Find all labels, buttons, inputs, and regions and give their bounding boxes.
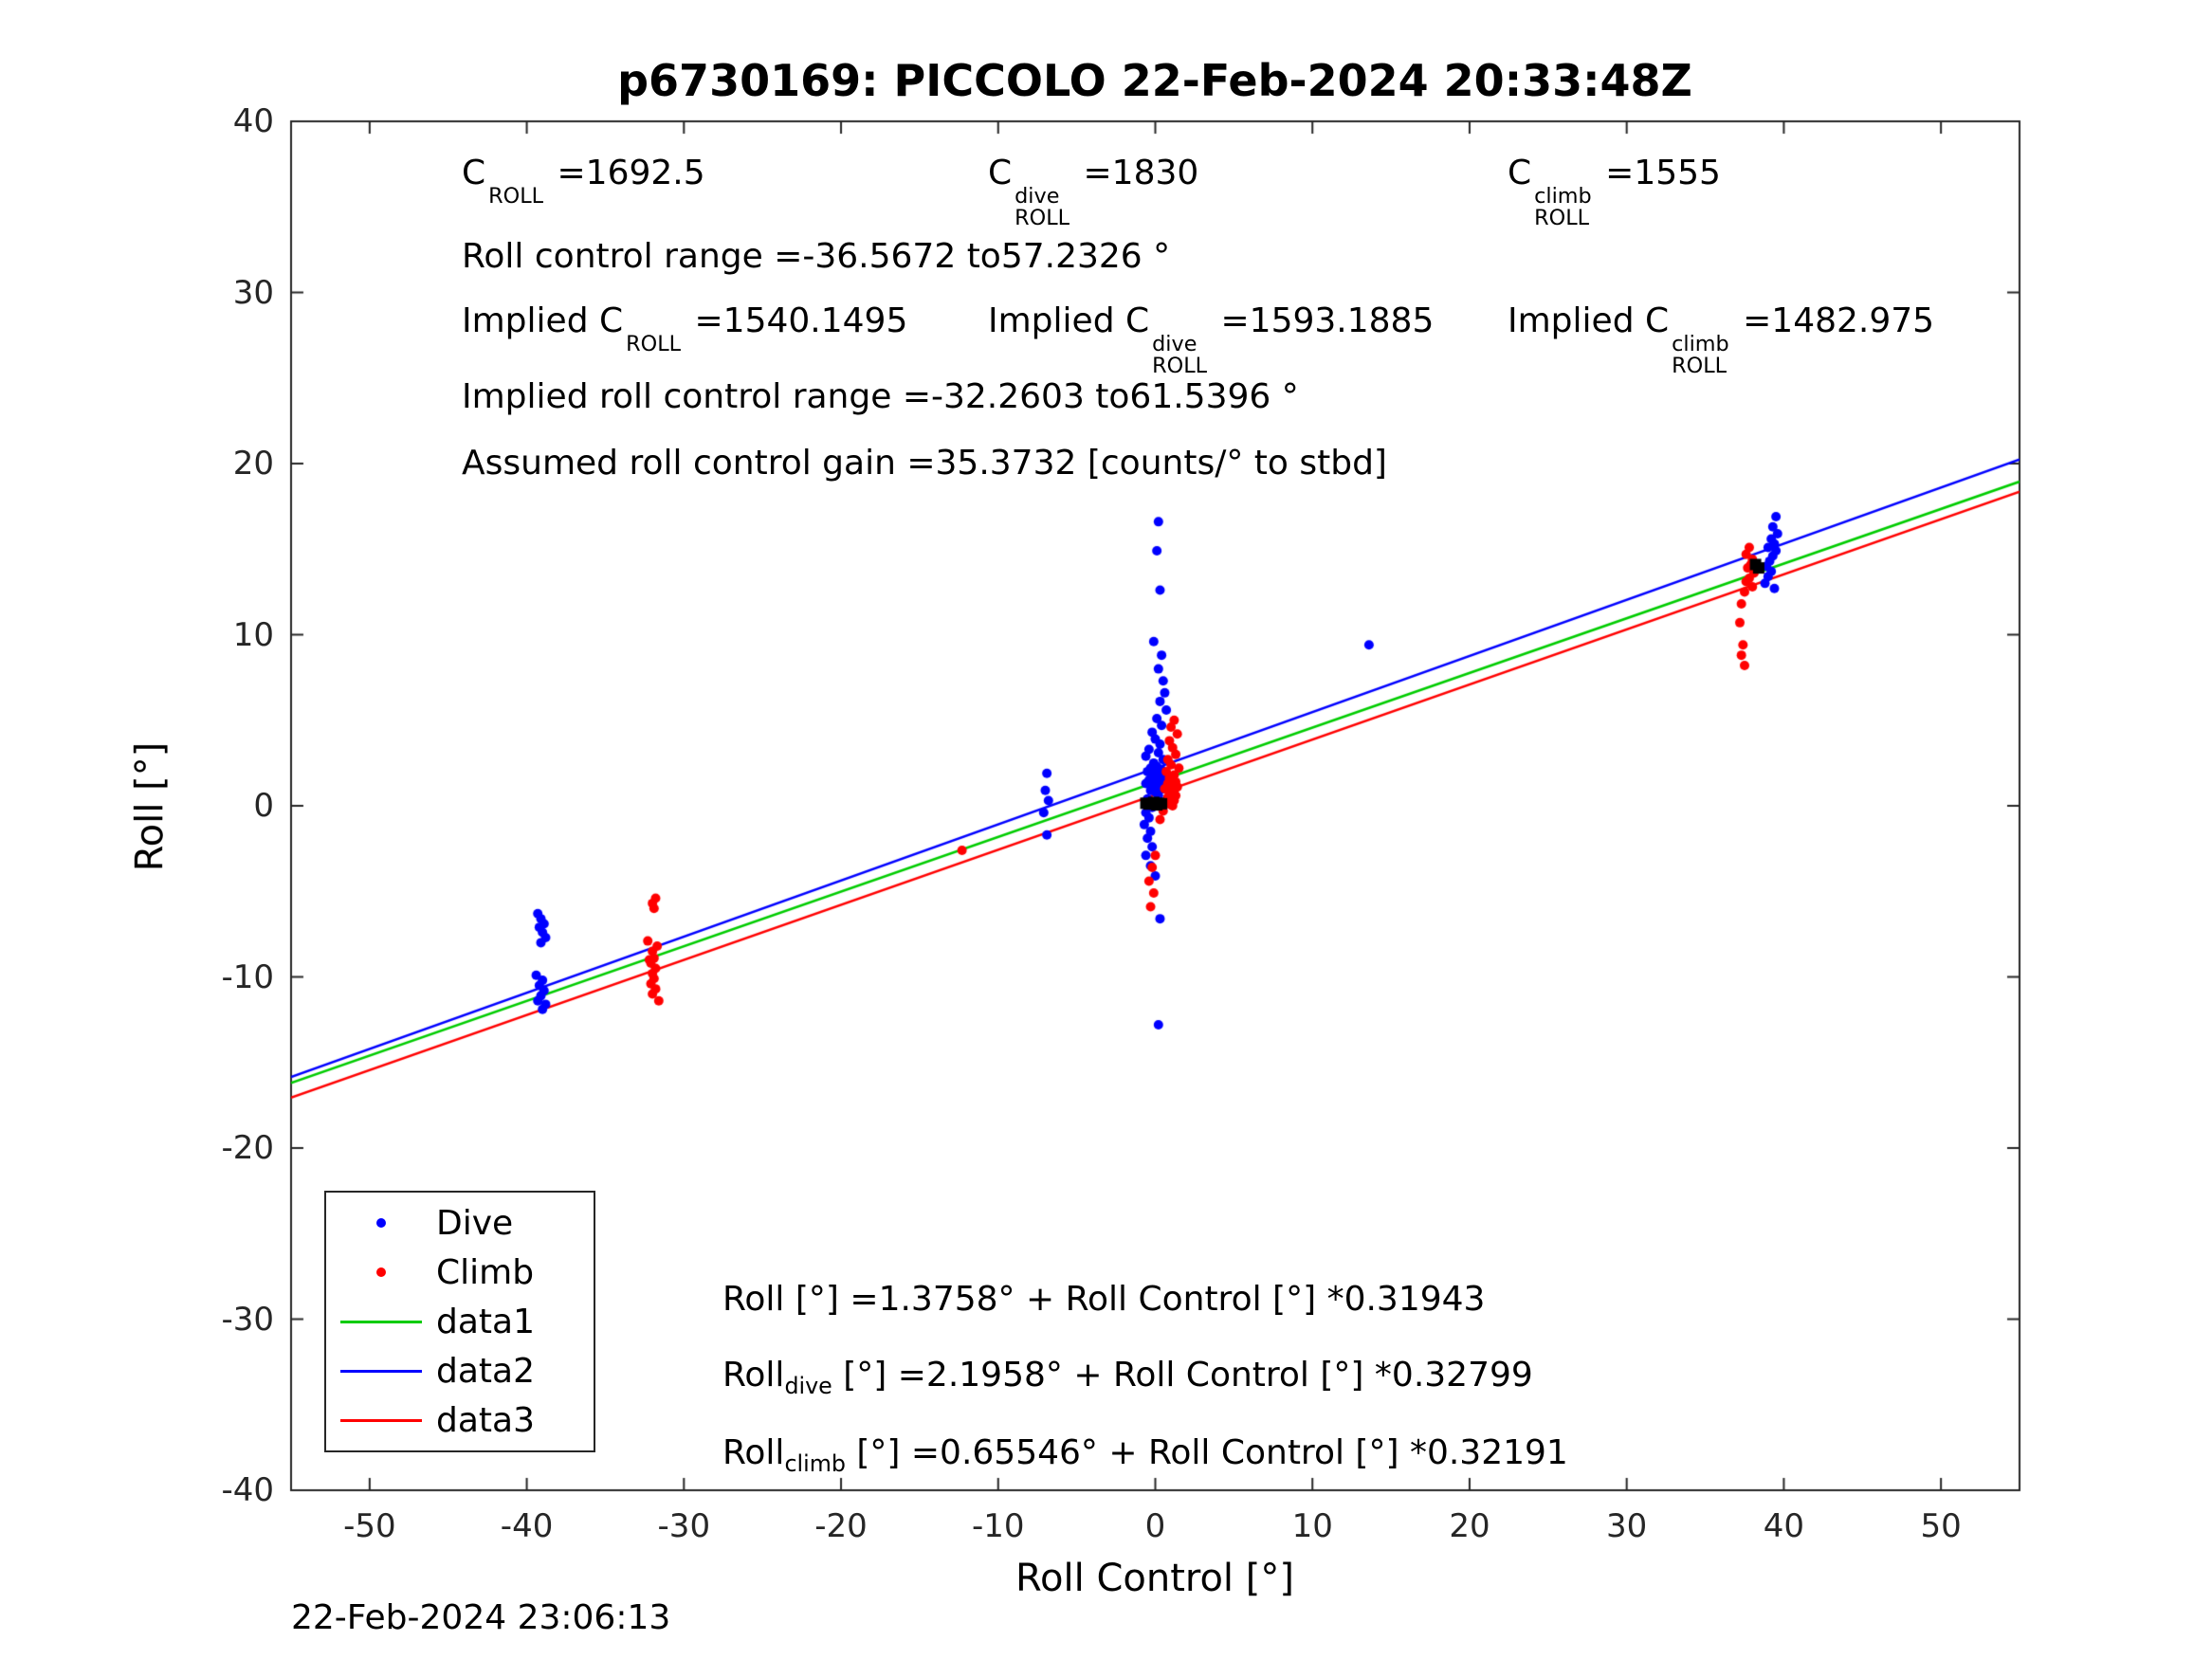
annotation-implied-roll-range: Implied roll control range =-32.2603 to6… (462, 377, 1299, 416)
x-tick-label: 20 (1449, 1507, 1490, 1545)
legend-item-dive: Dive (326, 1199, 594, 1247)
x-tick-label: 0 (1144, 1507, 1166, 1545)
annotation-roll-range: Roll control range =-36.5672 to57.2326 ° (462, 237, 1171, 276)
equation-roll-climb: Rollclimb [°] =0.65546° + Roll Control [… (722, 1433, 1568, 1478)
legend-item-data3: data3 (326, 1396, 594, 1444)
legend-item-data1: data1 (326, 1298, 594, 1345)
legend-label: Dive (436, 1203, 514, 1243)
x-tick-label: -20 (814, 1507, 868, 1545)
legend-label: data2 (436, 1351, 535, 1391)
legend-label: data3 (436, 1400, 535, 1440)
y-tick-label: 20 (232, 445, 274, 483)
legend-line-marker (326, 1369, 436, 1373)
equation-roll: Roll [°] =1.3758° + Roll Control [°] *0.… (722, 1280, 1486, 1319)
legend-line-marker (326, 1320, 436, 1323)
x-tick-label: 10 (1291, 1507, 1333, 1545)
y-tick-label: 10 (232, 615, 274, 654)
annotation-c-roll: C ROLL =1692.5 (462, 154, 705, 209)
annotation-implied-c-roll: Implied C ROLL =1540.1495 (462, 301, 908, 356)
y-tick-label: 30 (232, 273, 274, 312)
legend-label: Climb (436, 1252, 535, 1292)
x-tick-label: 40 (1763, 1507, 1805, 1545)
legend-label: data1 (436, 1302, 535, 1341)
y-tick-label: -40 (221, 1471, 274, 1509)
y-tick-label: 40 (232, 102, 274, 140)
y-axis-label: Roll [°] (128, 741, 173, 872)
chart-title: p6730169: PICCOLO 22-Feb-2024 20:33:48Z (617, 55, 1692, 106)
legend-item-data2: data2 (326, 1347, 594, 1395)
legend: Dive Climb data1 data2 data3 (324, 1191, 595, 1452)
x-tick-label: -10 (971, 1507, 1025, 1545)
x-tick-label: 30 (1606, 1507, 1648, 1545)
y-tick-label: -20 (221, 1129, 274, 1167)
y-tick-label: -30 (221, 1300, 274, 1339)
legend-line-marker (326, 1418, 436, 1422)
x-tick-label: -30 (657, 1507, 711, 1545)
x-tick-label: -40 (500, 1507, 554, 1545)
legend-item-climb: Climb (326, 1249, 594, 1296)
legend-dot-marker (326, 1267, 436, 1277)
x-axis-label: Roll Control [°] (1015, 1557, 1294, 1600)
y-tick-label: 0 (253, 787, 274, 825)
timestamp: 22-Feb-2024 23:06:13 (291, 1598, 671, 1637)
equation-roll-dive: Rolldive [°] =2.1958° + Roll Control [°]… (722, 1356, 1533, 1400)
y-tick-label: -10 (221, 957, 274, 996)
annotation-assumed-gain: Assumed roll control gain =35.3732 [coun… (462, 444, 1387, 483)
x-tick-label: -50 (343, 1507, 396, 1545)
legend-dot-marker (326, 1218, 436, 1228)
x-tick-label: 50 (1920, 1507, 1962, 1545)
